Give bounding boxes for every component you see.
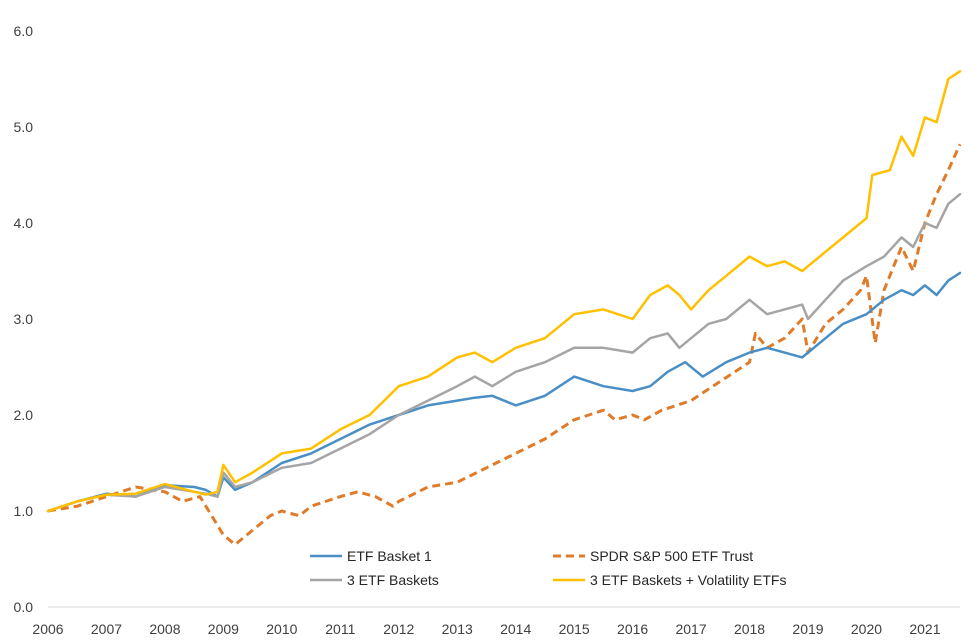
legend: ETF Basket 1 SPDR S&P 500 ETF Trust 3 ETF … (310, 548, 786, 588)
x-tick-label: 2018 (734, 621, 765, 637)
series-line-etf-basket-1 (46, 271, 962, 513)
x-tick-label: 2008 (149, 621, 180, 637)
x-tick-label: 2015 (559, 621, 590, 637)
x-tick-label: 2016 (617, 621, 648, 637)
y-tick-label: 0.0 (14, 599, 34, 615)
series-line-3-etf-baskets (46, 192, 962, 513)
x-tick-label: 2011 (325, 621, 355, 637)
y-tick-label: 3.0 (14, 311, 34, 327)
series-line-3-etf-baskets-volatility-etfs (46, 70, 962, 513)
y-tick-label: 6.0 (14, 23, 34, 39)
legend-label: 3 ETF Baskets + Volatility ETFs (590, 572, 786, 588)
y-axis-tick-labels: 0.0 1.0 2.0 3.0 4.0 5.0 6.0 (14, 23, 34, 615)
x-tick-label: 2021 (909, 621, 940, 637)
y-tick-label: 5.0 (14, 119, 34, 135)
x-tick-label: 2013 (442, 621, 473, 637)
x-axis-tick-labels: 2006 2007 2008 2009 2010 2011 2012 2013 2014 2015… (32, 621, 940, 637)
legend-label: SPDR S&P 500 ETF Trust (590, 548, 753, 564)
series-lines (46, 70, 962, 547)
x-tick-label: 2014 (500, 621, 531, 637)
x-tick-label: 2009 (208, 621, 239, 637)
x-tick-label: 2010 (266, 621, 297, 637)
x-tick-label: 2006 (32, 621, 63, 637)
legend-label: ETF Basket 1 (347, 548, 432, 564)
x-tick-label: 2020 (851, 621, 882, 637)
legend-label: 3 ETF Baskets (347, 572, 439, 588)
y-tick-label: 4.0 (14, 215, 34, 231)
x-tick-label: 2012 (383, 621, 414, 637)
y-tick-label: 2.0 (14, 407, 34, 423)
series-line-spdr-s-p-500-etf-trust (47, 143, 962, 547)
y-tick-label: 1.0 (14, 503, 34, 519)
x-tick-label: 2019 (792, 621, 823, 637)
x-tick-label: 2017 (675, 621, 706, 637)
x-tick-label: 2007 (91, 621, 122, 637)
